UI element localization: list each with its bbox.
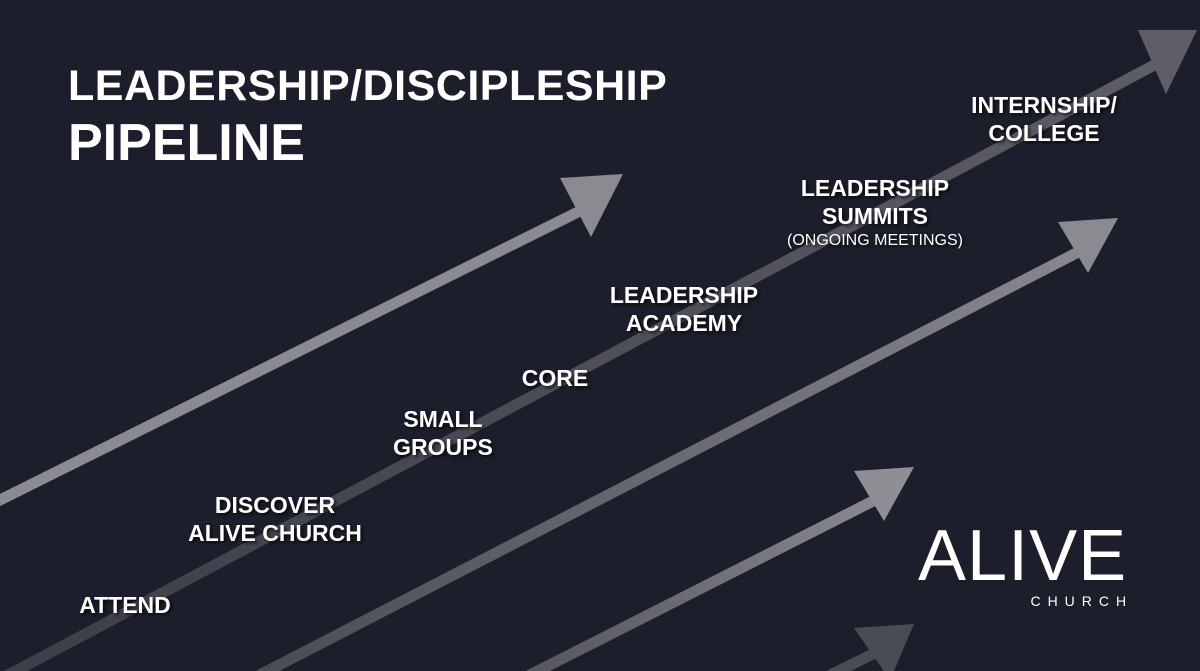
step-label: SMALL: [403, 406, 483, 432]
step-label: ATTEND: [79, 592, 171, 618]
step-label: LEADERSHIP: [800, 175, 950, 201]
step-label-line2: ACADEMY: [625, 310, 743, 336]
alive-church-logo: ALIVE CHURCH: [918, 514, 1127, 610]
step-leadership-academy: LEADERSHIP ACADEMY: [610, 281, 758, 337]
step-leadership-summits: LEADERSHIP SUMMITS (ONGOING MEETINGS): [787, 174, 963, 251]
step-discover: DISCOVER ALIVE CHURCH: [188, 491, 362, 547]
step-core: CORE: [522, 364, 588, 392]
step-internship: INTERNSHIP/ COLLEGE: [971, 91, 1117, 147]
step-label: DISCOVER: [214, 492, 336, 518]
step-label: INTERNSHIP/: [971, 92, 1117, 118]
step-attend: ATTEND: [79, 591, 171, 619]
step-small-groups: SMALL GROUPS: [393, 405, 493, 461]
arrow-bottom-right: [826, 624, 914, 671]
arrow-upper-left: [0, 174, 623, 507]
arrow-lower: [525, 467, 914, 671]
step-label-line2: ALIVE CHURCH: [188, 520, 362, 546]
arrow-middle: [255, 218, 1118, 671]
step-note: (ONGOING MEETINGS): [787, 232, 963, 249]
step-label-line2: COLLEGE: [988, 120, 1100, 146]
step-label-line2: SUMMITS: [821, 203, 929, 229]
title-line1: LEADERSHIP/DISCIPLESHIP: [68, 62, 668, 110]
page-title: LEADERSHIP/DISCIPLESHIP PIPELINE: [68, 60, 667, 174]
title-line2: PIPELINE: [68, 114, 305, 172]
arrow-main: [3, 30, 1197, 671]
logo-sub-text: CHURCH: [1030, 593, 1134, 609]
logo-main-text: ALIVE: [918, 516, 1128, 596]
step-label: LEADERSHIP: [609, 282, 759, 308]
step-label-line2: GROUPS: [393, 434, 493, 460]
step-label: CORE: [521, 365, 589, 391]
